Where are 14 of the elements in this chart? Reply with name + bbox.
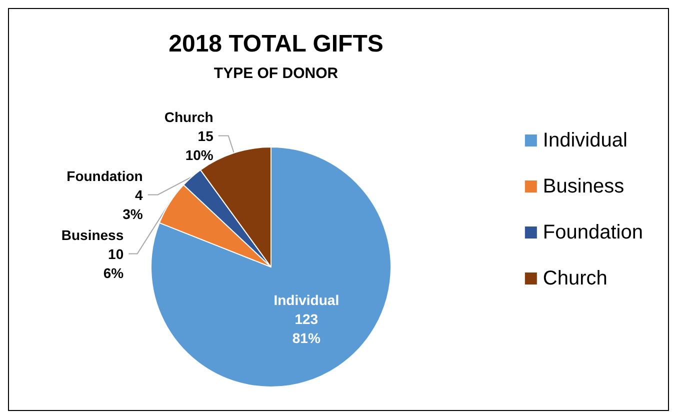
data-label: 15 10% [185, 128, 214, 163]
slice-label: Individual [274, 292, 340, 308]
slice-label: Church [164, 108, 214, 125]
legend-label: Church [542, 268, 608, 290]
slice-label: Business [61, 226, 124, 243]
data-label: 10 6% [103, 246, 124, 281]
legend-label: Foundation [542, 222, 643, 244]
legend-label: Business [542, 176, 624, 198]
data-label: 4 3% [122, 186, 144, 222]
chart-title: 2018 TOTAL GIFTS [168, 30, 384, 58]
slice-label: Foundation [66, 168, 143, 184]
chart-subtitle: TYPE OF DONOR [214, 65, 338, 82]
legend-label: Individual [542, 130, 628, 152]
data-label: 123 81% [292, 311, 321, 346]
